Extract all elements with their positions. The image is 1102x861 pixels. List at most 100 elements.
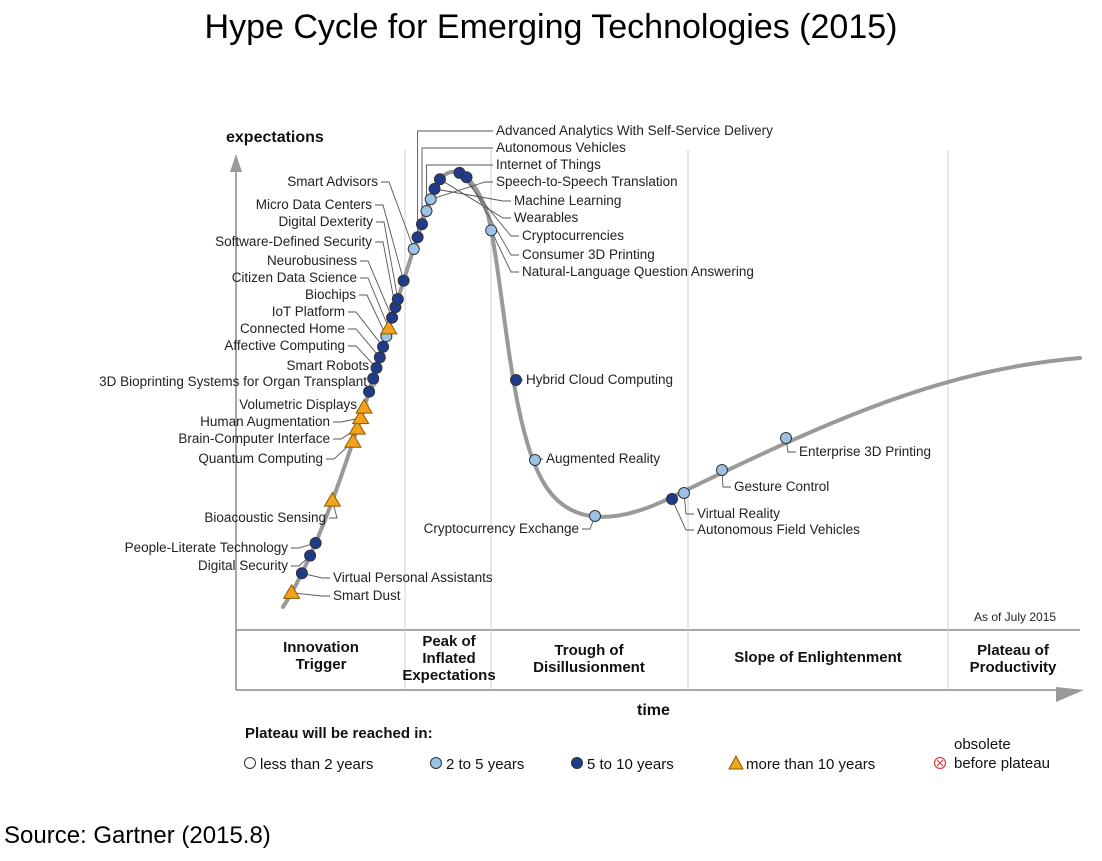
marker-wearables — [433, 173, 446, 186]
legend-label-line: obsolete — [954, 736, 1011, 753]
label-machine-learning: Machine Learning — [514, 193, 621, 208]
leader-human-augmentation — [333, 417, 361, 423]
leader-iot-platform — [348, 311, 384, 348]
phase-label-4: Slope of Enlightenment — [734, 649, 902, 666]
marker-augmented-reality — [529, 454, 541, 466]
label-gesture-control: Gesture Control — [734, 479, 829, 494]
phase-label-line: Expectations — [402, 667, 495, 684]
marker-cryptocurrency-exchange — [589, 510, 601, 522]
marker-advanced-analytics-with-self-service-delivery — [411, 231, 424, 244]
label-consumer-3d-printing: Consumer 3D Printing — [522, 247, 655, 262]
label-internet-of-things: Internet of Things — [496, 157, 601, 172]
marker-machine-learning — [428, 182, 441, 195]
legend-label: 5 to 10 years — [587, 756, 674, 773]
label-neurobusiness: Neurobusiness — [267, 253, 357, 268]
label-smart-dust: Smart Dust — [333, 588, 401, 603]
marker-3d-bioprinting-systems-for-organ-transplant — [363, 385, 376, 398]
marker-iot-platform — [377, 340, 390, 353]
label-virtual-personal-assistants: Virtual Personal Assistants — [333, 570, 493, 585]
marker-autonomous-field-vehicles — [666, 493, 678, 505]
marker-hybrid-cloud-computing — [510, 374, 522, 386]
label-autonomous-field-vehicles: Autonomous Field Vehicles — [697, 522, 860, 537]
label-natural-language-question-answering: Natural-Language Question Answering — [522, 264, 754, 279]
leader-consumer-3d-printing — [466, 177, 519, 256]
marker-neurobusiness — [386, 311, 399, 324]
label-software-defined-security: Software-Defined Security — [215, 234, 372, 249]
marker-quantum-computing — [344, 432, 362, 448]
leader-micro-data-centers — [375, 204, 405, 281]
legend-label: 2 to 5 years — [446, 756, 524, 773]
leader-software-defined-security — [375, 241, 396, 308]
phase-label-line: Trough of — [554, 642, 624, 659]
legend-label: more than 10 years — [746, 756, 875, 773]
legend-swatch — [571, 757, 583, 769]
leader-machine-learning — [434, 188, 511, 202]
phase-label-line: Disillusionment — [533, 659, 645, 676]
label-bioacoustic-sensing: Bioacoustic Sensing — [204, 510, 326, 525]
leader-wearables — [439, 178, 511, 219]
label-iot-platform: IoT Platform — [272, 304, 345, 319]
phase-label-line: Inflated — [422, 650, 475, 667]
leader-autonomous-field-vehicles — [671, 498, 694, 531]
leader-biochips — [359, 294, 387, 337]
label-connected-home: Connected Home — [240, 321, 345, 336]
label-advanced-analytics-with-self-service-delivery: Advanced Analytics With Self-Service Del… — [496, 123, 773, 138]
label-cryptocurrency-exchange: Cryptocurrency Exchange — [424, 521, 579, 536]
marker-internet-of-things — [420, 204, 433, 217]
marker-smart-advisors — [407, 243, 420, 256]
label-human-augmentation: Human Augmentation — [200, 414, 330, 429]
marker-natural-language-question-answering — [485, 224, 498, 237]
label-volumetric-displays: Volumetric Displays — [239, 397, 357, 412]
label-quantum-computing: Quantum Computing — [198, 451, 323, 466]
marker-affective-computing — [370, 361, 383, 374]
y-axis-arrow — [230, 154, 242, 172]
marker-bioacoustic-sensing — [323, 491, 342, 507]
marker-citizen-data-science — [379, 319, 398, 335]
label-wearables: Wearables — [514, 210, 579, 225]
x-axis-title: time — [637, 702, 670, 719]
label-citizen-data-science: Citizen Data Science — [232, 270, 357, 285]
label-hybrid-cloud-computing: Hybrid Cloud Computing — [526, 372, 673, 387]
leader-connected-home — [348, 328, 381, 358]
y-axis-title: expectations — [226, 129, 324, 146]
label-brain-computer-interface: Brain-Computer Interface — [178, 431, 330, 446]
label-augmented-reality: Augmented Reality — [546, 451, 660, 466]
leader-autonomous-vehicles — [421, 147, 493, 225]
legend-item-lt2: less than 2 years — [244, 756, 373, 773]
label-speech-to-speech-translation: Speech-to-Speech Translation — [496, 174, 678, 189]
label-digital-dexterity: Digital Dexterity — [278, 214, 373, 229]
source-note: Source: Gartner (2015.8) — [4, 822, 271, 849]
leader-speech-to-speech-translation — [430, 181, 493, 200]
leader-cryptocurrencies — [459, 172, 519, 237]
hype-curve — [281, 169, 1082, 609]
legend-swatch — [430, 757, 442, 769]
leader-citizen-data-science — [360, 277, 390, 329]
marker-connected-home — [373, 351, 386, 364]
label-micro-data-centers: Micro Data Centers — [256, 197, 373, 212]
marker-micro-data-centers — [397, 274, 410, 287]
phase-label-line: Innovation — [283, 639, 359, 656]
marker-digital-security — [304, 549, 317, 562]
marker-speech-to-speech-translation — [424, 193, 437, 206]
chart-title: Hype Cycle for Emerging Technologies (20… — [204, 8, 898, 46]
label-enterprise-3d-printing: Enterprise 3D Printing — [799, 444, 931, 459]
leader-virtual-personal-assistants — [301, 572, 330, 579]
label-autonomous-vehicles: Autonomous Vehicles — [496, 140, 626, 155]
legend-label: less than 2 years — [260, 756, 373, 773]
label-affective-computing: Affective Computing — [224, 338, 345, 353]
phase-label-line: Trigger — [296, 656, 347, 673]
label-cryptocurrencies: Cryptocurrencies — [522, 228, 624, 243]
legend-swatch — [728, 754, 744, 770]
label-biochips: Biochips — [305, 287, 356, 302]
marker-autonomous-vehicles — [415, 218, 428, 231]
label-3d-bioprinting-systems-for-organ-transplant: 3D Bioprinting Systems for Organ Transpl… — [99, 374, 367, 389]
label-smart-advisors: Smart Advisors — [287, 174, 378, 189]
legend-swatch-cross — [936, 759, 944, 767]
marker-digital-dexterity — [391, 293, 404, 306]
label-virtual-reality: Virtual Reality — [697, 506, 780, 521]
